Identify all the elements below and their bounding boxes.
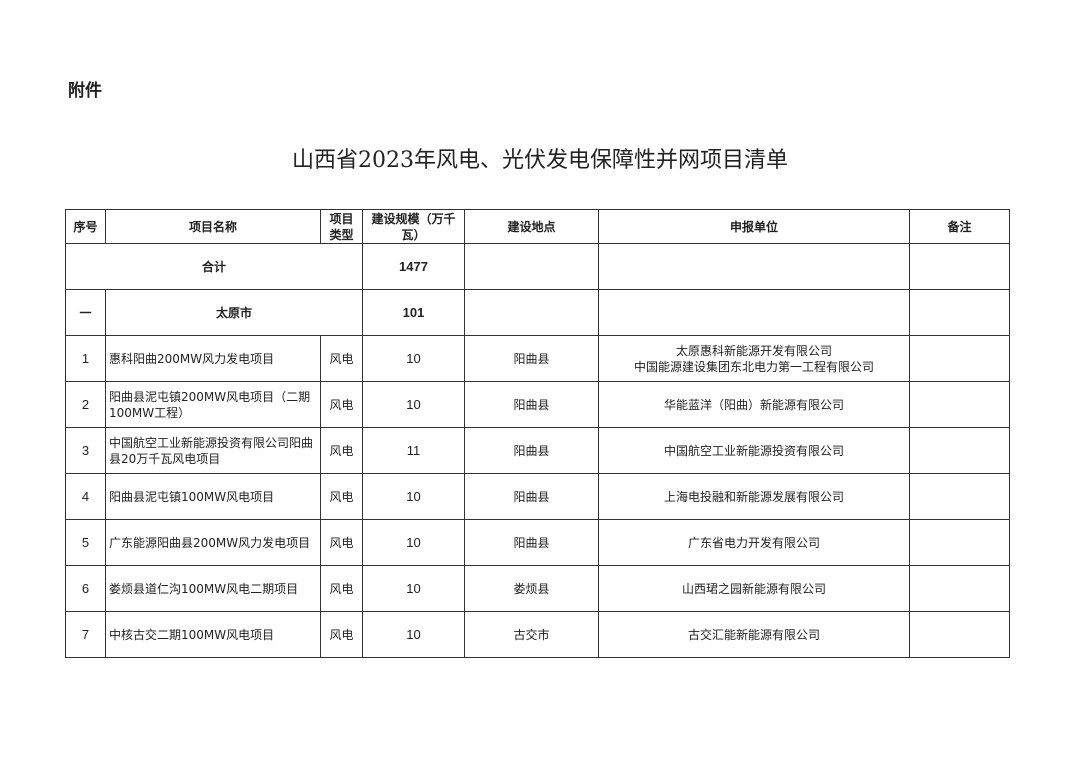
- cell-name: 广东能源阳曲县200MW风力发电项目: [105, 519, 321, 566]
- cell-seq: 5: [65, 519, 106, 566]
- cell-applicant: 山西珺之园新能源有限公司: [598, 565, 910, 612]
- attachment-label: 附件: [68, 81, 102, 101]
- cell-scale: 11: [362, 427, 465, 474]
- cell-applicant: 太原惠科新能源开发有限公司 中国能源建设集团东北电力第一工程有限公司: [598, 335, 910, 382]
- cell-location: 阳曲县: [464, 335, 599, 382]
- cell-type: 风电: [320, 381, 363, 428]
- cell-name: 阳曲县泥屯镇200MW风电项目（二期100MW工程）: [105, 381, 321, 428]
- group-applicant: [598, 289, 910, 336]
- cell-name: 娄烦县道仁沟100MW风电二期项目: [105, 565, 321, 612]
- total-label: 合计: [65, 243, 363, 290]
- total-remarks: [909, 243, 1010, 290]
- table-row: 1 惠科阳曲200MW风力发电项目 风电 10 阳曲县 太原惠科新能源开发有限公司 中国能…: [65, 335, 1010, 382]
- group-scale: 101: [362, 289, 465, 336]
- cell-name: 中国航空工业新能源投资有限公司阳曲县20万千瓦风电项目: [105, 427, 321, 474]
- cell-type: 风电: [320, 519, 363, 566]
- total-row: 合计 1477: [65, 243, 1010, 290]
- project-table: 序号 项目名称 项目类型 建设规模（万千瓦） 建设地点 申报单位 备注 合计 1…: [65, 209, 1010, 658]
- group-remarks: [909, 289, 1010, 336]
- table-row: 3 中国航空工业新能源投资有限公司阳曲县20万千瓦风电项目 风电 11 阳曲县 中国航空工…: [65, 427, 1010, 474]
- cell-remarks: [909, 611, 1010, 658]
- header-remarks: 备注: [909, 209, 1010, 244]
- cell-type: 风电: [320, 335, 363, 382]
- cell-remarks: [909, 473, 1010, 520]
- cell-type: 风电: [320, 427, 363, 474]
- cell-seq: 7: [65, 611, 106, 658]
- cell-scale: 10: [362, 519, 465, 566]
- cell-applicant: 上海电投融和新能源发展有限公司: [598, 473, 910, 520]
- table-row: 2 阳曲县泥屯镇200MW风电项目（二期100MW工程） 风电 10 阳曲县 华能蓝洋（阳…: [65, 381, 1010, 428]
- cell-seq: 1: [65, 335, 106, 382]
- cell-name: 阳曲县泥屯镇100MW风电项目: [105, 473, 321, 520]
- group-row: 一 太原市 101: [65, 289, 1010, 336]
- cell-type: 风电: [320, 473, 363, 520]
- group-location: [464, 289, 599, 336]
- header-location: 建设地点: [464, 209, 599, 244]
- cell-seq: 4: [65, 473, 106, 520]
- cell-type: 风电: [320, 565, 363, 612]
- cell-location: 古交市: [464, 611, 599, 658]
- total-applicant: [598, 243, 910, 290]
- cell-type: 风电: [320, 611, 363, 658]
- total-scale: 1477: [362, 243, 465, 290]
- cell-applicant: 广东省电力开发有限公司: [598, 519, 910, 566]
- cell-remarks: [909, 519, 1010, 566]
- header-seq: 序号: [65, 209, 106, 244]
- cell-scale: 10: [362, 335, 465, 382]
- cell-scale: 10: [362, 381, 465, 428]
- cell-applicant: 华能蓝洋（阳曲）新能源有限公司: [598, 381, 910, 428]
- header-name: 项目名称: [105, 209, 321, 244]
- cell-scale: 10: [362, 611, 465, 658]
- cell-seq: 6: [65, 565, 106, 612]
- cell-applicant: 中国航空工业新能源投资有限公司: [598, 427, 910, 474]
- cell-location: 阳曲县: [464, 473, 599, 520]
- cell-location: 娄烦县: [464, 565, 599, 612]
- cell-name: 中核古交二期100MW风电项目: [105, 611, 321, 658]
- cell-applicant: 古交汇能新能源有限公司: [598, 611, 910, 658]
- group-label: 太原市: [105, 289, 363, 336]
- cell-location: 阳曲县: [464, 427, 599, 474]
- cell-scale: 10: [362, 565, 465, 612]
- cell-name: 惠科阳曲200MW风力发电项目: [105, 335, 321, 382]
- cell-location: 阳曲县: [464, 519, 599, 566]
- page-title: 山西省2023年风电、光伏发电保障性并网项目清单: [292, 148, 788, 173]
- cell-seq: 3: [65, 427, 106, 474]
- cell-remarks: [909, 335, 1010, 382]
- total-location: [464, 243, 599, 290]
- header-row: 序号 项目名称 项目类型 建设规模（万千瓦） 建设地点 申报单位 备注: [65, 209, 1010, 244]
- table-row: 7 中核古交二期100MW风电项目 风电 10 古交市 古交汇能新能源有限公司: [65, 611, 1010, 658]
- cell-remarks: [909, 565, 1010, 612]
- table-row: 6 娄烦县道仁沟100MW风电二期项目 风电 10 娄烦县 山西珺之园新能源有限公司: [65, 565, 1010, 612]
- cell-remarks: [909, 381, 1010, 428]
- header-type: 项目类型: [320, 209, 363, 244]
- table-row: 5 广东能源阳曲县200MW风力发电项目 风电 10 阳曲县 广东省电力开发有限公司: [65, 519, 1010, 566]
- cell-seq: 2: [65, 381, 106, 428]
- table-row: 4 阳曲县泥屯镇100MW风电项目 风电 10 阳曲县 上海电投融和新能源发展有限公司: [65, 473, 1010, 520]
- header-scale: 建设规模（万千瓦）: [362, 209, 465, 244]
- header-applicant: 申报单位: [598, 209, 910, 244]
- group-seq: 一: [65, 289, 106, 336]
- cell-scale: 10: [362, 473, 465, 520]
- cell-remarks: [909, 427, 1010, 474]
- cell-location: 阳曲县: [464, 381, 599, 428]
